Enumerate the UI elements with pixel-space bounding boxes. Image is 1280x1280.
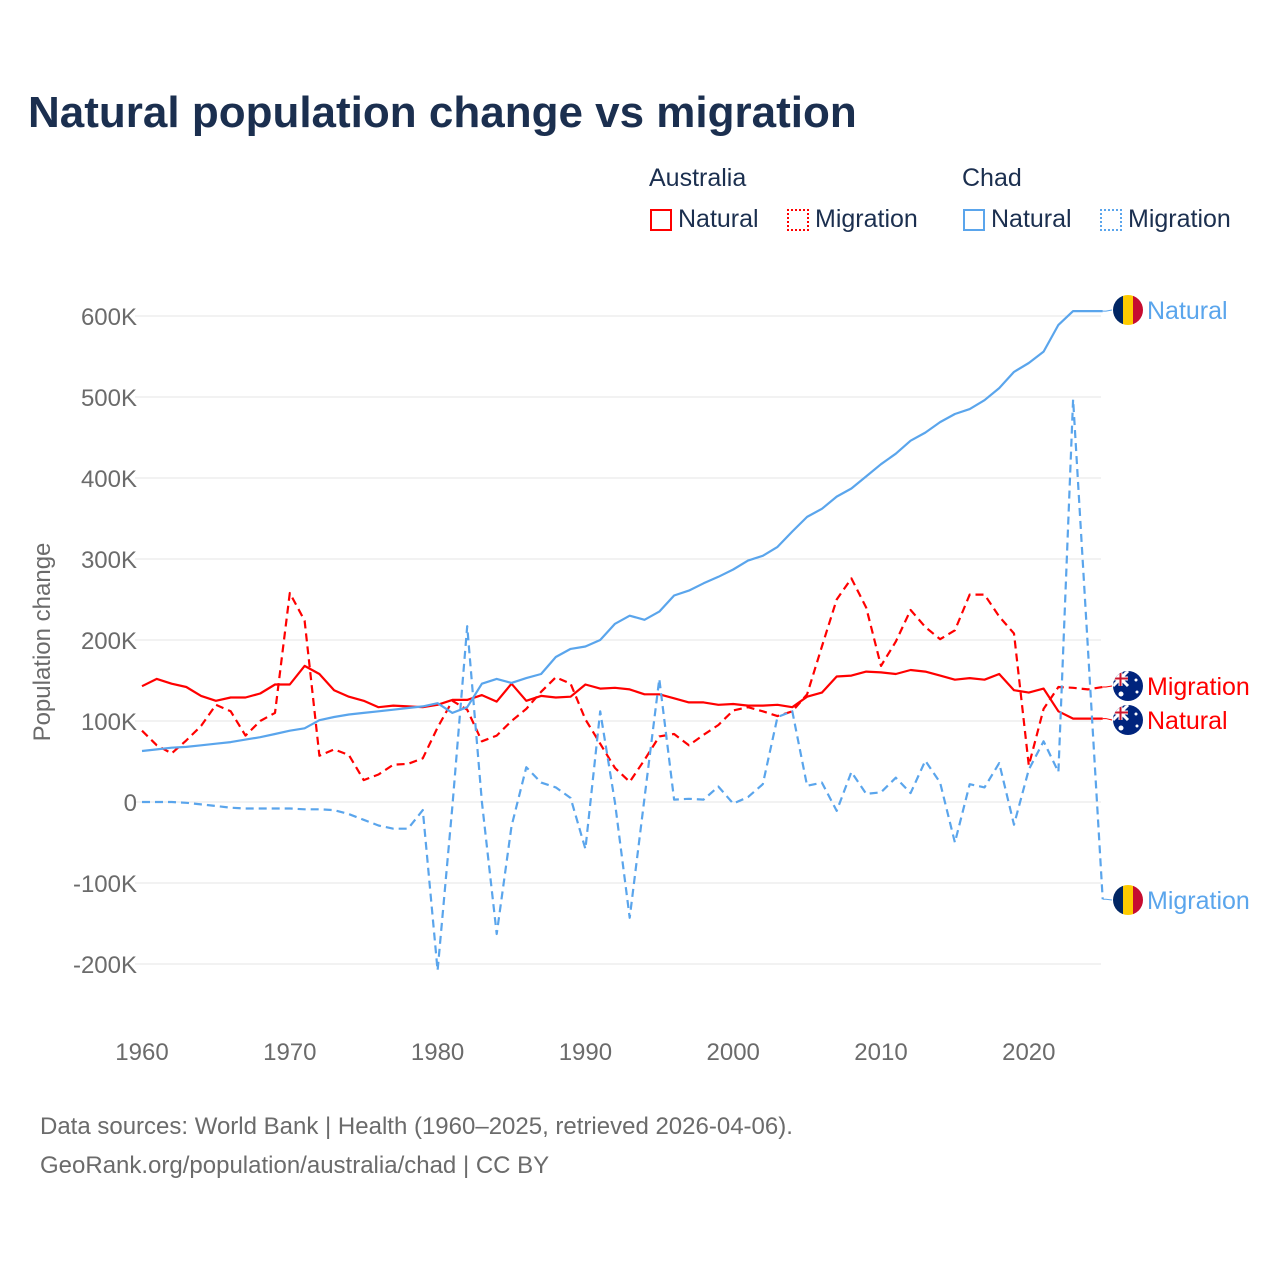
footer: Data sources: World Bank | Health (1960–… — [40, 1107, 793, 1185]
chad-flag-icon — [1113, 295, 1143, 325]
series-line-australia-natural — [141, 664, 1103, 720]
legend-item-australia-migration[interactable]: Migration — [787, 205, 918, 234]
y-tick-label: 600K — [81, 304, 137, 331]
flag-stripe — [1123, 295, 1133, 325]
label-connector — [1102, 898, 1113, 901]
label-connector — [1102, 309, 1113, 312]
y-tick-label: 300K — [81, 547, 137, 574]
series-end-label: Migration — [1147, 887, 1250, 915]
flag-stripe — [1133, 885, 1143, 915]
legend-label: Natural — [991, 205, 1072, 233]
y-axis-label: Population change — [29, 543, 56, 742]
flag-cross-red — [1113, 705, 1128, 720]
legend-label: Migration — [1128, 205, 1231, 233]
y-tick-label: 100K — [81, 709, 137, 736]
flag-star — [1134, 712, 1138, 716]
x-tick-label: 2020 — [1002, 1039, 1055, 1066]
flag-stripe — [1123, 885, 1133, 915]
australia-flag-icon — [1113, 671, 1143, 701]
chad-flag-icon — [1113, 885, 1143, 915]
flag-star — [1134, 678, 1138, 682]
legend-item-chad-migration[interactable]: Migration — [1100, 205, 1231, 234]
x-tick-label: 1990 — [559, 1039, 612, 1066]
series-line-chad-migration — [142, 398, 1104, 972]
flag-star — [1135, 690, 1139, 694]
series-end-label: Migration — [1147, 673, 1250, 701]
flag-stripe — [1133, 295, 1143, 325]
series-line-australia-migration — [141, 577, 1103, 783]
legend-label: Migration — [815, 205, 918, 233]
legend-group-australia: Australia — [649, 164, 747, 192]
australia-flag-icon — [1113, 705, 1143, 735]
y-tick-label: -200K — [73, 952, 137, 979]
x-tick-label: 2000 — [707, 1039, 760, 1066]
x-tick-label: 1970 — [263, 1039, 316, 1066]
legend-swatch-solid-red — [650, 208, 672, 231]
flag-stripe — [1113, 295, 1123, 325]
series-end-label: Natural — [1147, 707, 1228, 735]
legend-label: Natural — [678, 205, 759, 233]
legend-swatch-dotted-red — [787, 208, 809, 231]
flag-star — [1135, 724, 1139, 728]
source-link[interactable]: GeoRank.org/population/australia/chad | … — [40, 1152, 550, 1179]
chart-title: Natural population change vs migration — [28, 88, 857, 137]
label-connector — [1102, 685, 1113, 688]
legend-swatch-solid-blue — [963, 208, 985, 231]
legend-item-chad-natural[interactable]: Natural — [963, 205, 1072, 234]
legend-group-chad: Chad — [962, 164, 1022, 192]
flag-stripe — [1113, 885, 1123, 915]
flag-star — [1118, 691, 1124, 697]
x-tick-label: 2010 — [854, 1039, 907, 1066]
data-source-note: Data sources: World Bank | Health (1960–… — [40, 1113, 793, 1140]
y-tick-label: 200K — [81, 628, 137, 655]
legend-item-australia-natural[interactable]: Natural — [650, 205, 759, 234]
label-connector — [1102, 718, 1113, 721]
legend-swatch-dotted-blue — [1100, 208, 1122, 231]
series-end-label: Natural — [1147, 297, 1228, 325]
series-line-chad-natural — [141, 310, 1103, 753]
y-tick-label: 400K — [81, 466, 137, 493]
flag-cross-red — [1113, 671, 1128, 686]
y-tick-label: 0 — [124, 790, 137, 817]
x-tick-label: 1960 — [115, 1039, 168, 1066]
y-tick-label: -100K — [73, 871, 137, 898]
flag-star — [1118, 725, 1124, 731]
y-tick-label: 500K — [81, 385, 137, 412]
x-tick-label: 1980 — [411, 1039, 464, 1066]
